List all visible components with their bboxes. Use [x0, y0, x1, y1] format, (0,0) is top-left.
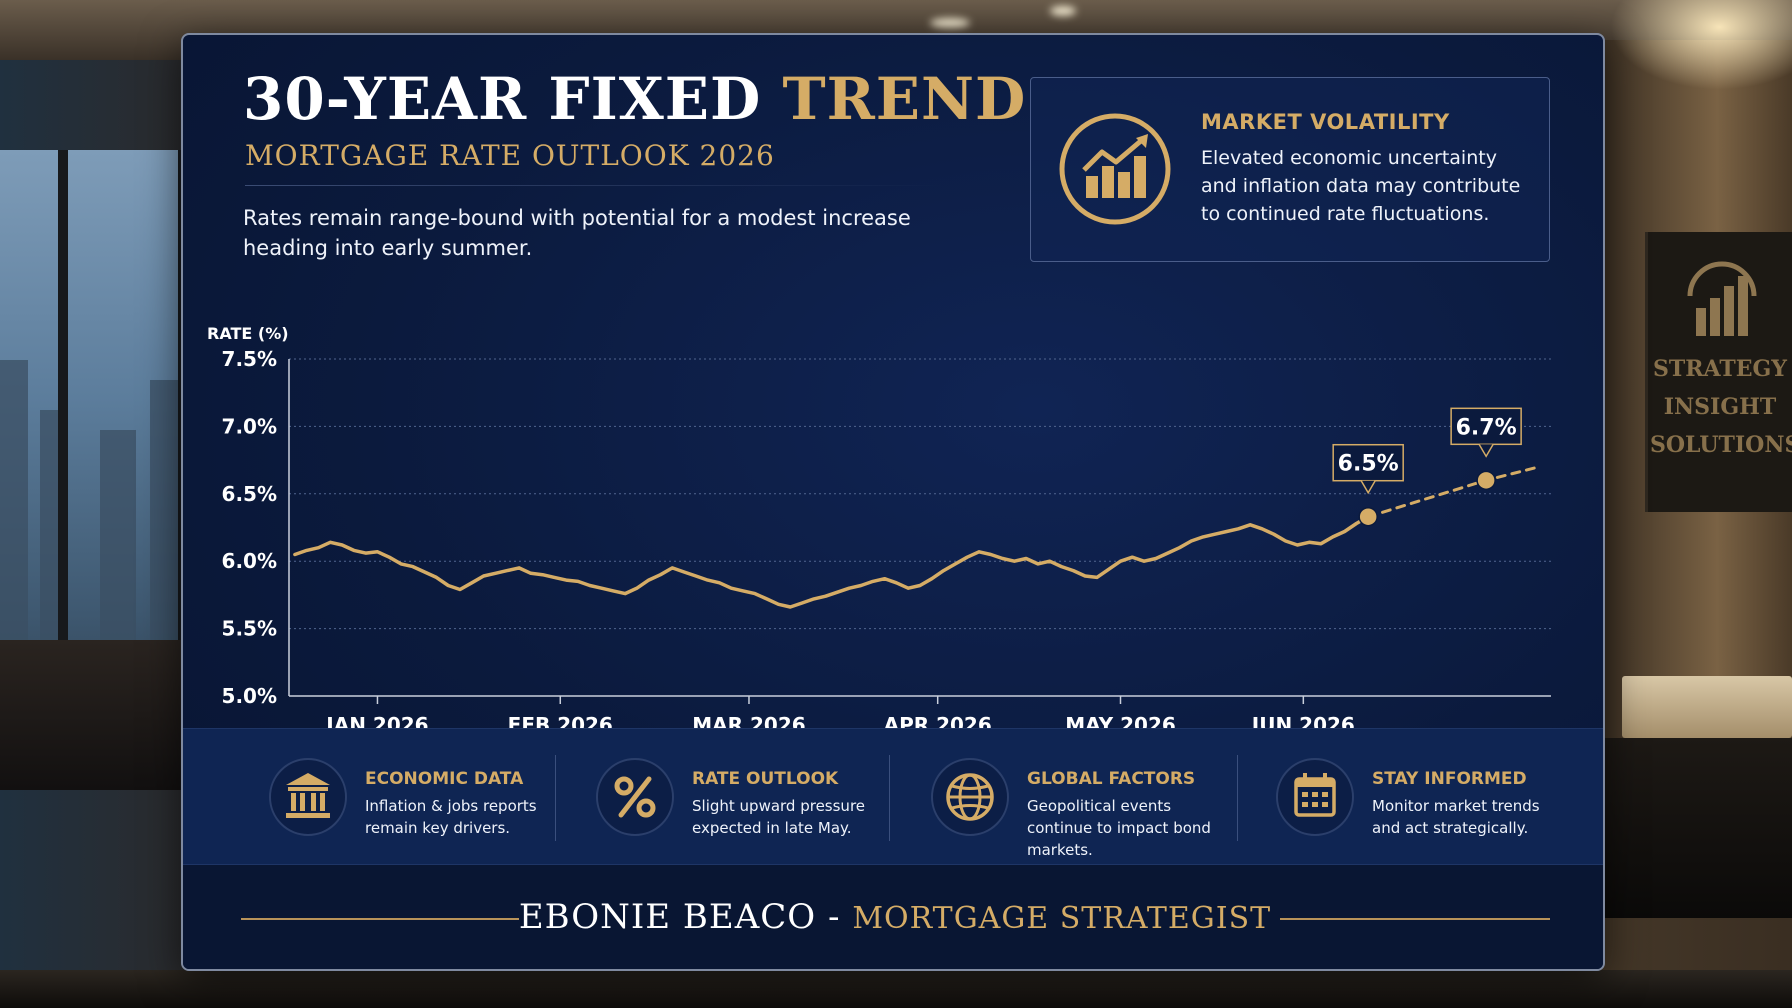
factor-title: GLOBAL FACTORS: [1027, 769, 1196, 789]
sign-line: INSIGHT: [1663, 394, 1777, 420]
factor-text: Monitor market trends and act strategica…: [1372, 797, 1540, 837]
data-point-marker: [1476, 470, 1496, 491]
factor-text: Slight upward pressure expected in late …: [692, 797, 866, 837]
footer-signature: EBONIE BEACO - MORTGAGE STRATEGIST: [183, 897, 1603, 937]
title-divider: [245, 185, 945, 186]
sign-line: SOLUTIONS: [1650, 432, 1792, 458]
rate-line-chart: RATE (%)5.0%5.5%6.0%6.5%7.0%7.5%JAN 2026…: [207, 324, 1551, 737]
floor-reflection: [0, 970, 1792, 1008]
factor-economic-data: ECONOMIC DATA Inflation & jobs reports r…: [268, 729, 568, 866]
infographic-panel: 30-YEAR FIXED TREND MORTGAGE RATE OUTLOO…: [181, 33, 1605, 971]
sign-line: STRATEGY: [1652, 356, 1788, 382]
market-volatility-card: MARKET VOLATILITY Elevated economic unce…: [1030, 77, 1550, 262]
page-subtitle: MORTGAGE RATE OUTLOOK 2026: [245, 139, 775, 172]
volatility-title: MARKET VOLATILITY: [1201, 110, 1450, 134]
y-tick-label: 7.5%: [222, 347, 277, 371]
percent-icon: [596, 758, 674, 836]
window-frame: [58, 150, 68, 770]
factor-title: STAY INFORMED: [1372, 769, 1527, 789]
factor-divider: [889, 755, 890, 841]
callout-label: 6.7%: [1456, 415, 1517, 440]
factor-text: Geopolitical events continue to impact b…: [1027, 797, 1211, 859]
chart-annotations: 6.5% 6.7%: [1332, 407, 1522, 527]
factor-divider: [555, 755, 556, 841]
footer-rule-left: [241, 918, 519, 920]
desk: [0, 640, 190, 790]
callout-label: 6.5%: [1338, 452, 1399, 477]
sign-chart-icon: [1687, 261, 1757, 336]
callout-pointer: [1360, 480, 1376, 495]
data-point-marker: [1358, 506, 1378, 527]
title-accent: TREND: [782, 65, 1027, 133]
calendar-icon: [1276, 758, 1354, 836]
volatility-text: Elevated economic uncertainty and inflat…: [1201, 147, 1521, 225]
key-factors-bar: ECONOMIC DATA Inflation & jobs reports r…: [183, 728, 1603, 866]
footer: EBONIE BEACO - MORTGAGE STRATEGIST: [183, 865, 1603, 969]
footer-separator: -: [828, 897, 841, 937]
factor-global-factors: GLOBAL FACTORS Geopolitical events conti…: [930, 729, 1230, 866]
strategist-name: EBONIE BEACO: [518, 897, 817, 937]
page-title: 30-YEAR FIXED TREND: [243, 65, 1026, 133]
title-main: 30-YEAR FIXED: [243, 65, 762, 133]
y-axis-label: RATE (%): [207, 324, 289, 343]
factor-title: RATE OUTLOOK: [692, 769, 839, 789]
ceiling-light: [930, 18, 970, 28]
chart-axes: RATE (%)5.0%5.5%6.0%6.5%7.0%7.5%JAN 2026…: [207, 324, 1551, 737]
bank-building-icon: [269, 758, 347, 836]
factor-stay-informed: STAY INFORMED Monitor market trends and …: [1275, 729, 1575, 866]
sign-text: STRATEGY INSIGHT SOLUTIONS: [1650, 350, 1792, 464]
shelf: [1605, 738, 1792, 918]
bar-chart-up-icon: [1059, 113, 1171, 225]
chart-lines: [293, 465, 1541, 609]
wall-light: [1610, 0, 1792, 90]
y-tick-label: 6.0%: [222, 549, 277, 573]
ceiling-light: [1050, 6, 1076, 16]
intro-text: Rates remain range-bound with potential …: [243, 206, 911, 260]
globe-icon: [931, 758, 1009, 836]
chart-grid: [289, 358, 1551, 630]
factor-title: ECONOMIC DATA: [365, 769, 524, 789]
rate-history-line: [293, 514, 1370, 609]
strategist-role: MORTGAGE STRATEGIST: [852, 901, 1272, 936]
y-tick-label: 6.5%: [222, 482, 277, 506]
factor-divider: [1237, 755, 1238, 841]
wall-sign: [1645, 232, 1792, 512]
factor-text: Inflation & jobs reports remain key driv…: [365, 797, 537, 837]
callout-pointer: [1478, 443, 1494, 458]
y-tick-label: 7.0%: [222, 414, 277, 438]
y-tick-label: 5.0%: [222, 684, 277, 708]
footer-rule-right: [1280, 918, 1550, 920]
factor-rate-outlook: RATE OUTLOOK Slight upward pressure expe…: [595, 729, 895, 866]
document-box: [1622, 676, 1792, 738]
y-tick-label: 5.5%: [222, 617, 277, 641]
